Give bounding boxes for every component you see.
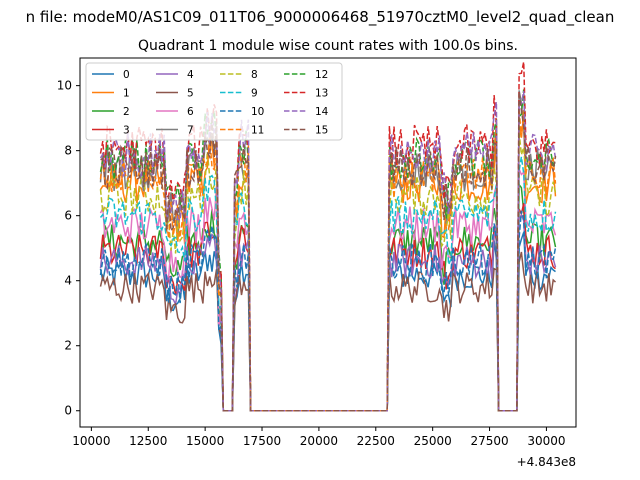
x-tick-label: 12500 xyxy=(129,434,167,448)
x-tick-label: 20000 xyxy=(300,434,338,448)
legend-frame xyxy=(85,62,343,141)
x-offset-label: +4.843e8 xyxy=(517,455,576,469)
legend-label: 11 xyxy=(251,125,264,137)
legend-label: 3 xyxy=(123,125,130,137)
x-tick-label: 15000 xyxy=(186,434,224,448)
y-tick-label: 10 xyxy=(57,79,72,93)
y-tick-label: 4 xyxy=(64,274,72,288)
legend-label: 0 xyxy=(123,69,130,81)
legend-label: 12 xyxy=(315,69,328,81)
legend-label: 15 xyxy=(315,125,328,137)
series-line-9 xyxy=(99,156,557,412)
plot-frame xyxy=(79,57,577,428)
legend-label: 4 xyxy=(187,69,194,81)
y-tick-label: 2 xyxy=(64,339,72,353)
y-tick-label: 6 xyxy=(64,209,72,223)
legend-label: 13 xyxy=(315,88,328,100)
y-tick-label: 8 xyxy=(64,144,72,158)
legend-label: 2 xyxy=(123,106,130,118)
legend-label: 7 xyxy=(187,125,194,137)
x-tick-label: 30000 xyxy=(527,434,565,448)
legend-label: 1 xyxy=(123,88,130,100)
x-tick-label: 10000 xyxy=(72,434,110,448)
x-tick-label: 27500 xyxy=(470,434,508,448)
x-axis: 10000 12500 15000 17500 20000 22500 25000 27500… xyxy=(72,427,566,448)
legend-label: 9 xyxy=(251,88,258,100)
legend-label: 5 xyxy=(187,88,194,100)
x-tick-label: 25000 xyxy=(414,434,452,448)
chart-title: Quadrant 1 module wise count rates with … xyxy=(138,38,518,54)
chart-suptitle: n file: modeM0/AS1C09_011T06_9000006468_… xyxy=(26,8,615,27)
legend-label: 8 xyxy=(251,69,258,81)
series-line-15 xyxy=(100,91,557,412)
y-axis: 0 2 4 6 8 10 xyxy=(57,79,80,418)
x-tick-label: 17500 xyxy=(243,434,281,448)
legend-label: 6 xyxy=(187,106,194,118)
legend-label: 14 xyxy=(315,106,329,118)
y-tick-label: 0 xyxy=(64,404,72,418)
series-layer xyxy=(99,61,557,412)
x-tick-label: 22500 xyxy=(357,434,395,448)
legend-label: 10 xyxy=(251,106,264,118)
